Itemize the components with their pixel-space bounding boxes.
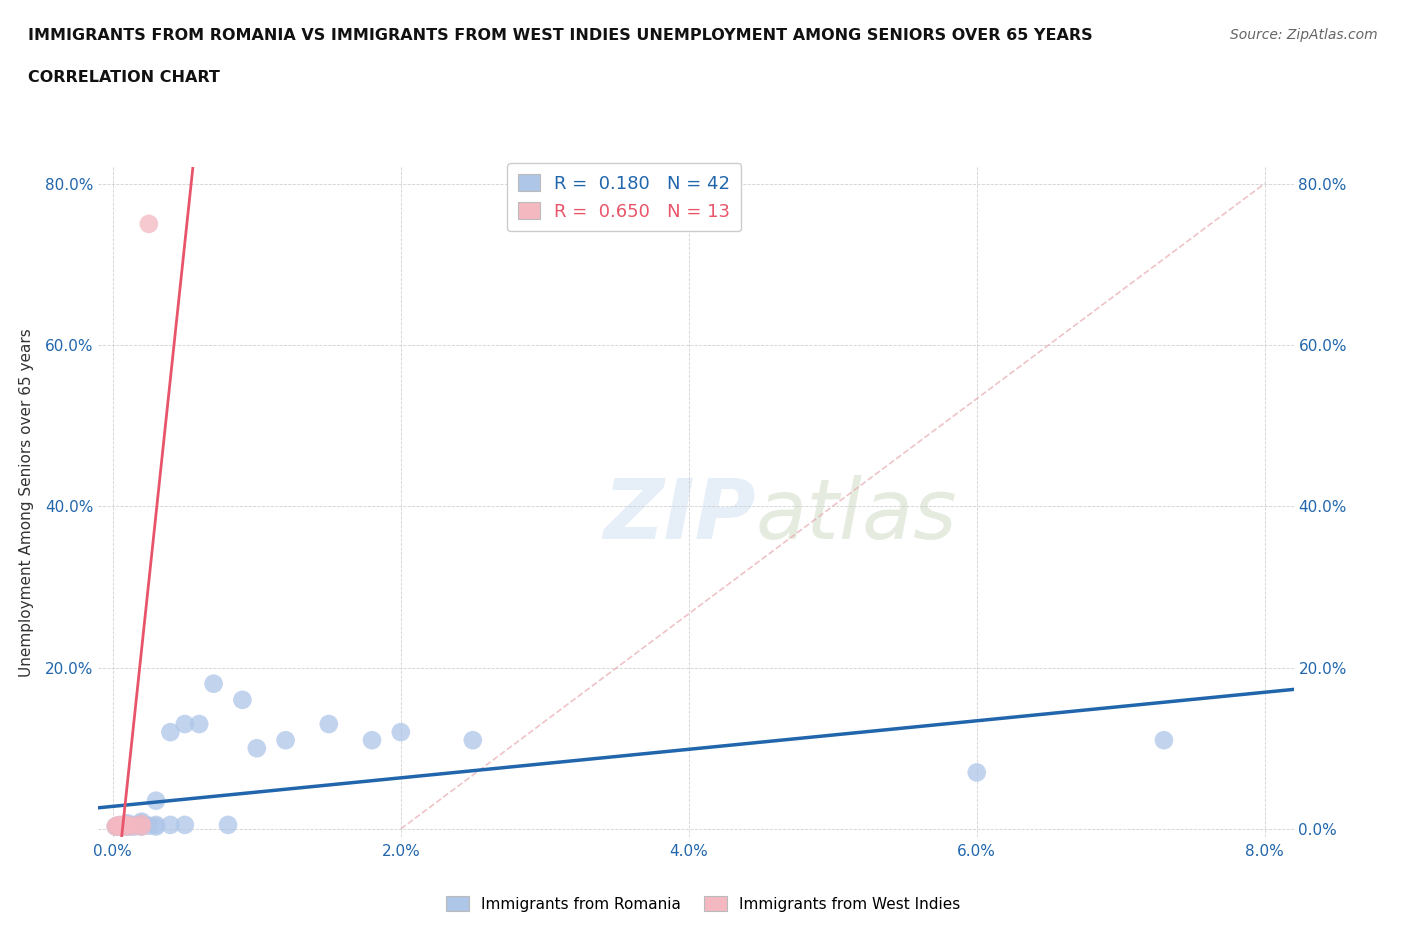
Point	[173, 817, 195, 832]
Point	[246, 741, 269, 756]
Point	[107, 819, 129, 834]
Point	[122, 817, 145, 832]
Point	[115, 819, 138, 834]
Point	[105, 818, 128, 833]
Point	[111, 818, 134, 833]
Point	[115, 816, 138, 830]
Point	[389, 724, 412, 739]
Point	[111, 818, 134, 833]
Point	[131, 819, 153, 834]
Point	[114, 817, 136, 832]
Text: Source: ZipAtlas.com: Source: ZipAtlas.com	[1230, 28, 1378, 42]
Point	[115, 817, 138, 832]
Point	[461, 733, 484, 748]
Point	[115, 817, 138, 832]
Point	[318, 717, 340, 732]
Point	[107, 819, 129, 834]
Point	[1153, 733, 1175, 748]
Point	[104, 819, 127, 834]
Point	[145, 819, 167, 834]
Point	[131, 816, 153, 830]
Point	[108, 817, 131, 832]
Point	[131, 819, 153, 834]
Point	[127, 817, 149, 832]
Point	[173, 717, 195, 732]
Point	[231, 693, 253, 708]
Point	[966, 765, 988, 780]
Legend: R =  0.180   N = 42, R =  0.650   N = 13: R = 0.180 N = 42, R = 0.650 N = 13	[508, 163, 741, 232]
Point	[131, 815, 153, 830]
Point	[274, 733, 297, 748]
Point	[104, 819, 127, 834]
Y-axis label: Unemployment Among Seniors over 65 years: Unemployment Among Seniors over 65 years	[18, 328, 34, 677]
Text: atlas: atlas	[756, 475, 957, 556]
Point	[159, 724, 181, 739]
Point	[138, 818, 160, 833]
Point	[138, 217, 160, 232]
Point	[115, 819, 138, 834]
Point	[128, 818, 150, 833]
Point	[145, 817, 167, 832]
Point	[105, 818, 128, 833]
Point	[159, 817, 181, 832]
Point	[112, 819, 135, 834]
Point	[217, 817, 239, 832]
Point	[361, 733, 384, 748]
Text: CORRELATION CHART: CORRELATION CHART	[28, 70, 219, 85]
Text: ZIP: ZIP	[603, 475, 756, 556]
Point	[145, 793, 167, 808]
Point	[202, 676, 225, 691]
Point	[125, 818, 148, 833]
Point	[110, 819, 132, 834]
Point	[112, 817, 135, 832]
Point	[110, 819, 132, 834]
Legend: Immigrants from Romania, Immigrants from West Indies: Immigrants from Romania, Immigrants from…	[440, 890, 966, 918]
Point	[120, 819, 142, 834]
Point	[121, 818, 143, 833]
Point	[108, 818, 131, 833]
Point	[188, 717, 211, 732]
Text: IMMIGRANTS FROM ROMANIA VS IMMIGRANTS FROM WEST INDIES UNEMPLOYMENT AMONG SENIOR: IMMIGRANTS FROM ROMANIA VS IMMIGRANTS FR…	[28, 28, 1092, 43]
Point	[131, 817, 153, 831]
Point	[124, 819, 146, 834]
Point	[124, 818, 146, 833]
Point	[131, 817, 153, 832]
